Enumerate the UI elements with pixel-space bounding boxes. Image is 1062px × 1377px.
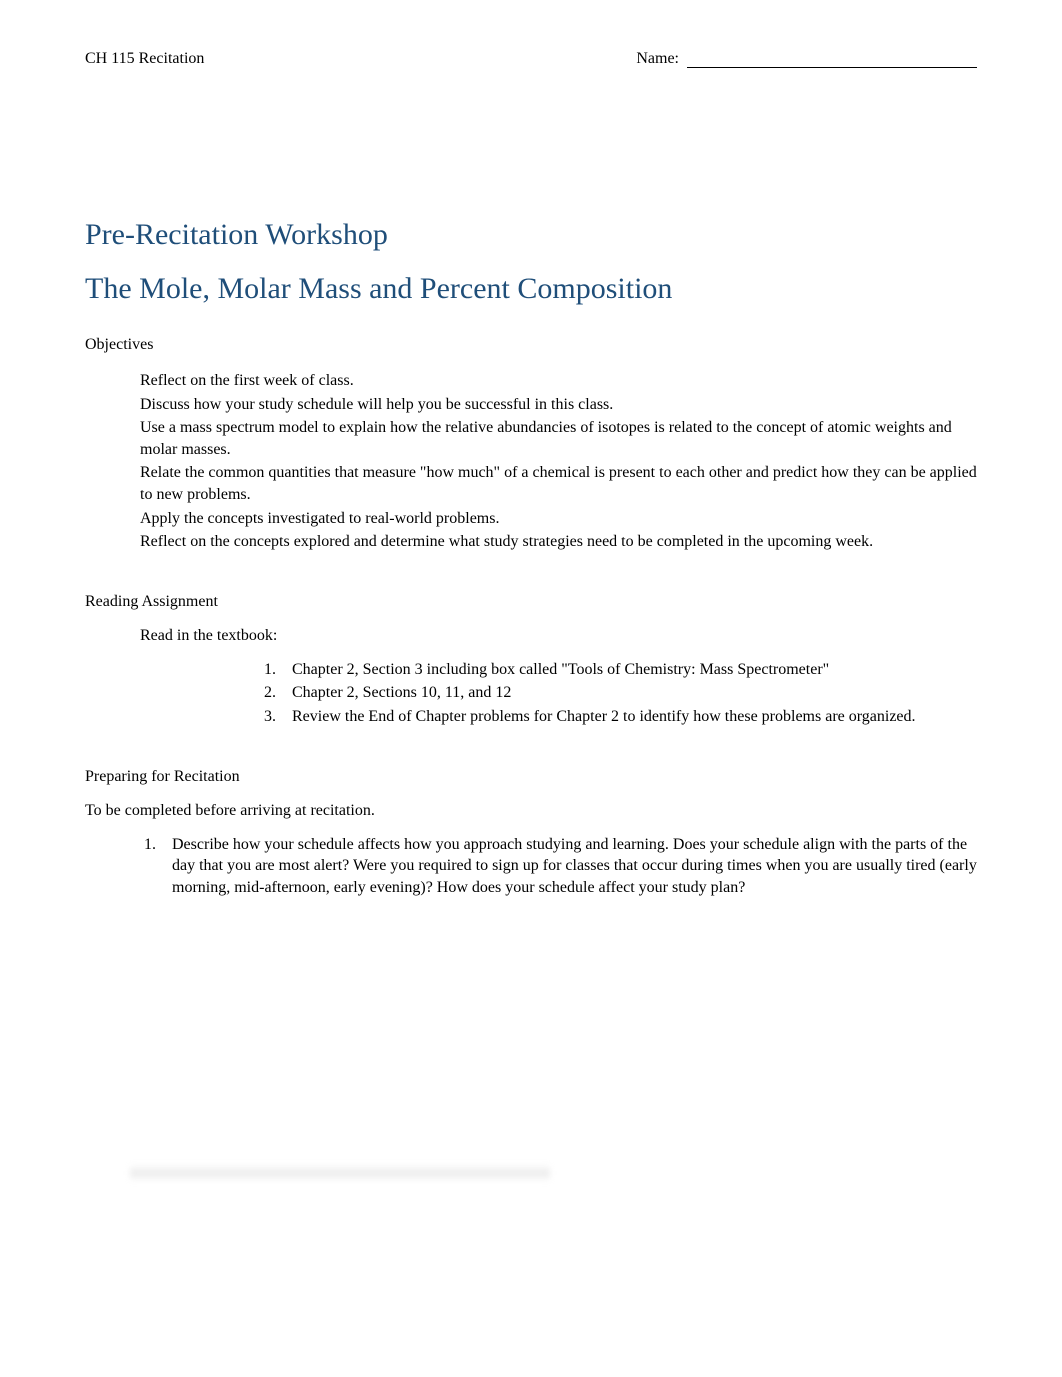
name-label: Name: [636, 50, 679, 67]
reading-item: Review the End of Chapter problems for C… [280, 706, 977, 728]
reading-heading: Reading Assignment [85, 593, 977, 611]
objective-item: Apply the concepts investigated to real-… [140, 508, 977, 530]
course-label: CH 115 Recitation [85, 50, 204, 68]
objective-item: Reflect on the first week of class. [140, 370, 977, 392]
name-field-container: Name: [636, 50, 977, 68]
objectives-list: Reflect on the first week of class. Disc… [85, 370, 977, 553]
objective-item: Reflect on the concepts explored and det… [140, 531, 977, 553]
decorative-blur [130, 1164, 550, 1182]
reading-item: Chapter 2, Section 3 including box calle… [280, 659, 977, 681]
preparing-heading: Preparing for Recitation [85, 768, 977, 786]
document-page: CH 115 Recitation Name: Pre-Recitation W… [0, 0, 1062, 948]
reading-intro: Read in the textbook: [85, 627, 977, 645]
reading-list: Chapter 2, Section 3 including box calle… [85, 659, 977, 728]
preparing-item: Describe how your schedule affects how y… [160, 834, 977, 899]
document-title: Pre-Recitation Workshop [85, 218, 977, 252]
objective-item: Relate the common quantities that measur… [140, 462, 977, 505]
objective-item: Discuss how your study schedule will hel… [140, 394, 977, 416]
page-header: CH 115 Recitation Name: [85, 50, 977, 68]
reading-item: Chapter 2, Sections 10, 11, and 12 [280, 682, 977, 704]
preparing-list: Describe how your schedule affects how y… [85, 834, 977, 899]
preparing-intro: To be completed before arriving at recit… [85, 802, 977, 820]
document-subtitle: The Mole, Molar Mass and Percent Composi… [85, 272, 977, 306]
objective-item: Use a mass spectrum model to explain how… [140, 417, 977, 460]
objectives-heading: Objectives [85, 336, 977, 354]
name-blank-line [687, 67, 977, 68]
